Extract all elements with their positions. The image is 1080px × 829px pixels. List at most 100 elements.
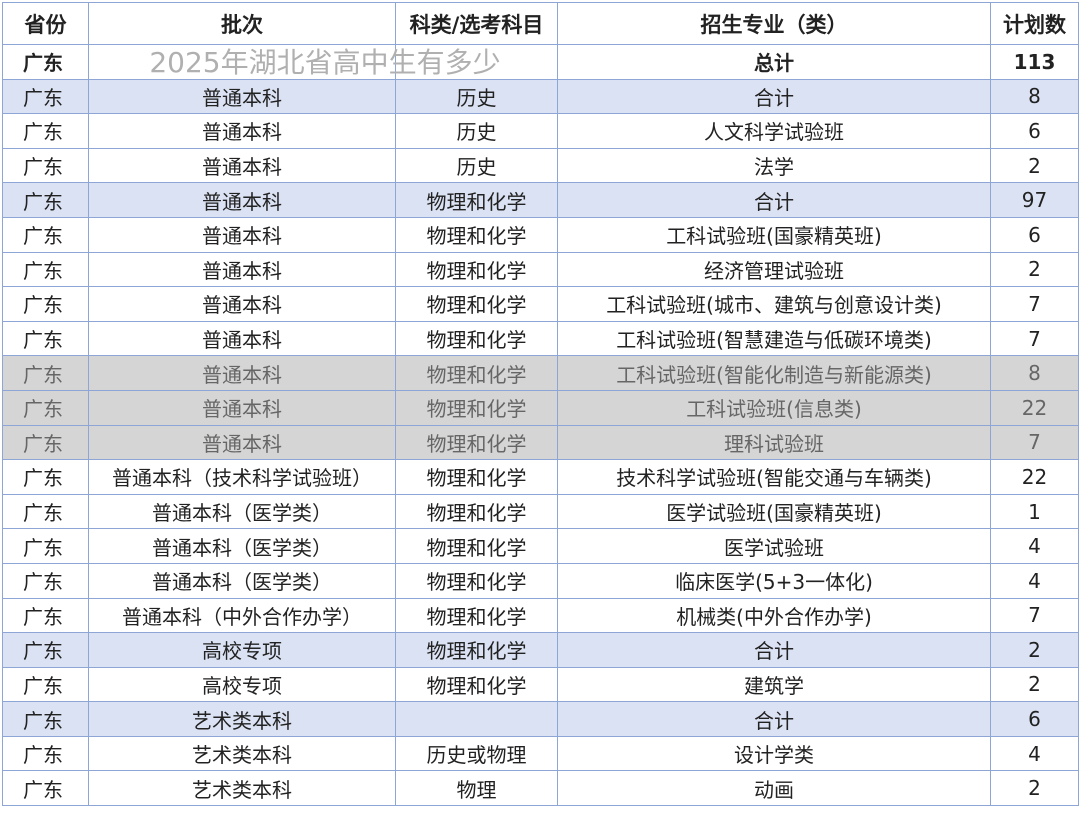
cell-province: 广东 [2,147,89,184]
cell-major: 工科试验班(国豪精英班) [557,216,991,253]
cell-batch: 普通本科 [88,113,396,149]
cell-major: 理科试验班 [557,424,991,461]
cell-subject: 物理和化学 [395,216,558,253]
cell-plan-count: 113 [990,44,1079,80]
cell-major: 总计 [557,44,991,80]
cell-plan-count: 2 [990,666,1079,703]
cell-batch: 普通本科 [88,355,396,391]
cell-plan-count: 2 [990,632,1079,668]
cell-province: 广东 [2,424,89,461]
cell-plan-count: 1 [990,493,1079,530]
cell-province: 广东 [2,562,89,599]
table-row: 广东 普通本科（医学类） 物理和化学 临床医学(5+3一体化) 4 [2,562,1079,599]
header-batch: 批次 [88,2,396,45]
cell-batch: 普通本科 [88,182,396,218]
cell-batch: 普通本科 [88,389,396,426]
table-row: 广东 普通本科 物理和化学 工科试验班(国豪精英班) 6 [2,216,1079,253]
cell-province: 广东 [2,320,89,357]
cell-major: 经济管理试验班 [557,251,991,288]
cell-batch: 艺术类本科 [88,770,396,807]
cell-plan-count: 6 [990,113,1079,149]
table-row: 广东 普通本科（医学类） 物理和化学 医学试验班 4 [2,528,1079,564]
cell-province: 广东 [2,632,89,668]
cell-major: 合计 [557,78,991,115]
cell-plan-count: 6 [990,216,1079,253]
cell-batch: 普通本科 [88,320,396,357]
table-row: 广东 普通本科 物理和化学 经济管理试验班 2 [2,251,1079,288]
cell-subject: 物理和化学 [395,424,558,461]
cell-subject: 历史 [395,113,558,149]
table-row: 广东 普通本科 物理和化学 理科试验班 7 [2,424,1079,461]
cell-subject: 物理 [395,770,558,807]
cell-province: 广东 [2,597,89,634]
cell-province: 广东 [2,493,89,530]
cell-major: 人文科学试验班 [557,113,991,149]
table-row: 广东 普通本科 物理和化学 工科试验班(信息类) 22 [2,389,1079,426]
cell-major: 临床医学(5+3一体化) [557,562,991,599]
cell-province: 广东 [2,251,89,288]
cell-plan-count: 2 [990,770,1079,807]
cell-batch [88,44,396,80]
table-row: 广东 普通本科 物理和化学 合计 97 [2,182,1079,218]
cell-batch: 普通本科（医学类） [88,528,396,564]
table-row: 广东 普通本科（医学类） 物理和化学 医学试验班(国豪精英班) 1 [2,493,1079,530]
cell-subject [395,701,558,737]
cell-province: 广东 [2,389,89,426]
cell-province: 广东 [2,286,89,322]
cell-subject: 物理和化学 [395,251,558,288]
cell-province: 广东 [2,701,89,737]
table-row: 广东 艺术类本科 历史或物理 设计学类 4 [2,735,1079,772]
cell-subject: 物理和化学 [395,666,558,703]
cell-plan-count: 7 [990,597,1079,634]
cell-major: 设计学类 [557,735,991,772]
cell-province: 广东 [2,459,89,495]
cell-subject: 历史或物理 [395,735,558,772]
cell-subject: 物理和化学 [395,597,558,634]
cell-plan-count: 22 [990,389,1079,426]
header-plan-count: 计划数 [990,2,1079,45]
header-row: 省份 批次 科类/选考科目 招生专业（类） 计划数 [2,2,1079,45]
cell-major: 合计 [557,701,991,737]
table-row: 广东 总计 113 [2,44,1079,80]
table-row: 广东 普通本科 历史 法学 2 [2,147,1079,184]
cell-plan-count: 8 [990,355,1079,391]
cell-subject: 物理和化学 [395,459,558,495]
cell-subject: 物理和化学 [395,355,558,391]
cell-subject: 物理和化学 [395,528,558,564]
cell-batch: 普通本科 [88,216,396,253]
cell-plan-count: 7 [990,320,1079,357]
cell-subject: 物理和化学 [395,493,558,530]
cell-province: 广东 [2,216,89,253]
cell-subject: 历史 [395,147,558,184]
cell-plan-count: 7 [990,286,1079,322]
cell-batch: 普通本科 [88,78,396,115]
cell-subject: 物理和化学 [395,286,558,322]
cell-major: 医学试验班(国豪精英班) [557,493,991,530]
table-row: 广东 艺术类本科 合计 6 [2,701,1079,737]
cell-major: 工科试验班(智能化制造与新能源类) [557,355,991,391]
cell-major: 技术科学试验班(智能交通与车辆类) [557,459,991,495]
cell-batch: 普通本科 [88,147,396,184]
cell-batch: 普通本科 [88,251,396,288]
table-row: 广东 普通本科 历史 合计 8 [2,78,1079,115]
cell-subject: 物理和化学 [395,562,558,599]
table-row: 广东 普通本科 物理和化学 工科试验班(智能化制造与新能源类) 8 [2,355,1079,391]
cell-plan-count: 2 [990,251,1079,288]
cell-batch: 艺术类本科 [88,701,396,737]
cell-plan-count: 7 [990,424,1079,461]
cell-subject [395,44,558,80]
cell-province: 广东 [2,355,89,391]
cell-batch: 艺术类本科 [88,735,396,772]
cell-plan-count: 2 [990,147,1079,184]
table-row: 广东 普通本科 物理和化学 工科试验班(城市、建筑与创意设计类) 7 [2,286,1079,322]
cell-batch: 普通本科（医学类） [88,493,396,530]
cell-major: 动画 [557,770,991,807]
cell-subject: 历史 [395,78,558,115]
cell-batch: 普通本科（技术科学试验班） [88,459,396,495]
header-province: 省份 [2,2,89,45]
cell-province: 广东 [2,735,89,772]
cell-major: 工科试验班(智慧建造与低碳环境类) [557,320,991,357]
enrollment-plan-table: 省份 批次 科类/选考科目 招生专业（类） 计划数 广东 总计 113 广东 普通本科 历史 合计 8… [2,2,1079,807]
table-row: 广东 普通本科（中外合作办学） 物理和化学 机械类(中外合作办学) 7 [2,597,1079,634]
cell-major: 医学试验班 [557,528,991,564]
